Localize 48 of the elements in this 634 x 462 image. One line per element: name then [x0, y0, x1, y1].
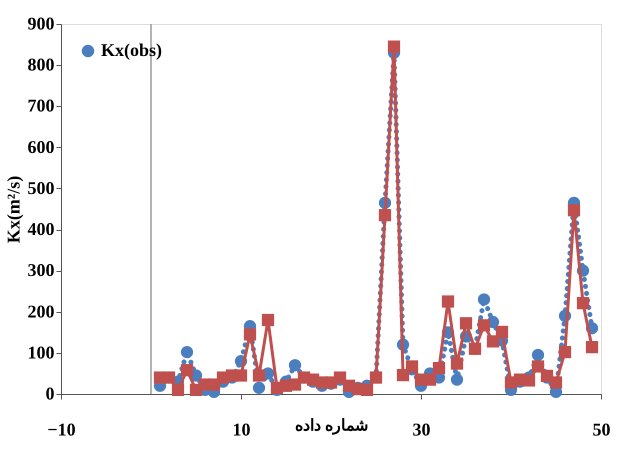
point — [532, 348, 544, 362]
point — [586, 341, 598, 354]
y-tick-label: 700 — [28, 96, 54, 116]
y-tick-label: 200 — [28, 301, 54, 322]
point — [450, 374, 464, 386]
point — [486, 335, 500, 348]
point — [378, 209, 392, 222]
point — [288, 359, 302, 372]
point — [496, 326, 508, 338]
legend-label: Kx(obs) — [101, 40, 162, 60]
y-tick-label: 0 — [46, 384, 54, 404]
x-axis-title: شماره داده — [295, 418, 368, 436]
point — [360, 384, 374, 396]
y-tick-label: 800 — [28, 54, 54, 75]
point — [234, 369, 248, 382]
point — [568, 204, 580, 216]
point — [252, 382, 266, 394]
point — [244, 328, 256, 341]
point — [432, 362, 446, 374]
y-axis-title: Kx(m²/s) — [4, 176, 24, 244]
point — [450, 357, 464, 370]
y-tick-label: 300 — [28, 260, 54, 280]
point — [550, 376, 562, 389]
x-tick-label: 30 — [412, 420, 430, 440]
x-tick-label: 10 — [232, 420, 250, 440]
point — [576, 297, 590, 310]
point — [558, 346, 572, 358]
point — [522, 374, 536, 387]
point — [180, 346, 194, 358]
point — [172, 384, 184, 396]
point — [532, 360, 544, 373]
point — [262, 314, 274, 326]
point — [388, 40, 400, 53]
point — [406, 360, 418, 373]
y-tick-label: 600 — [28, 136, 54, 157]
y-tick-label: 900 — [28, 14, 54, 34]
y-tick-label: 100 — [28, 342, 54, 362]
point — [424, 373, 436, 386]
point — [180, 364, 194, 376]
point — [478, 319, 490, 332]
point — [442, 295, 454, 308]
x-tick-label: −10 — [47, 420, 76, 440]
y-tick-label: 400 — [28, 219, 54, 240]
point — [252, 369, 266, 382]
point — [460, 317, 472, 330]
x-tick-label: 50 — [592, 420, 610, 440]
point — [478, 293, 490, 306]
y-tick-label: 500 — [28, 178, 54, 198]
